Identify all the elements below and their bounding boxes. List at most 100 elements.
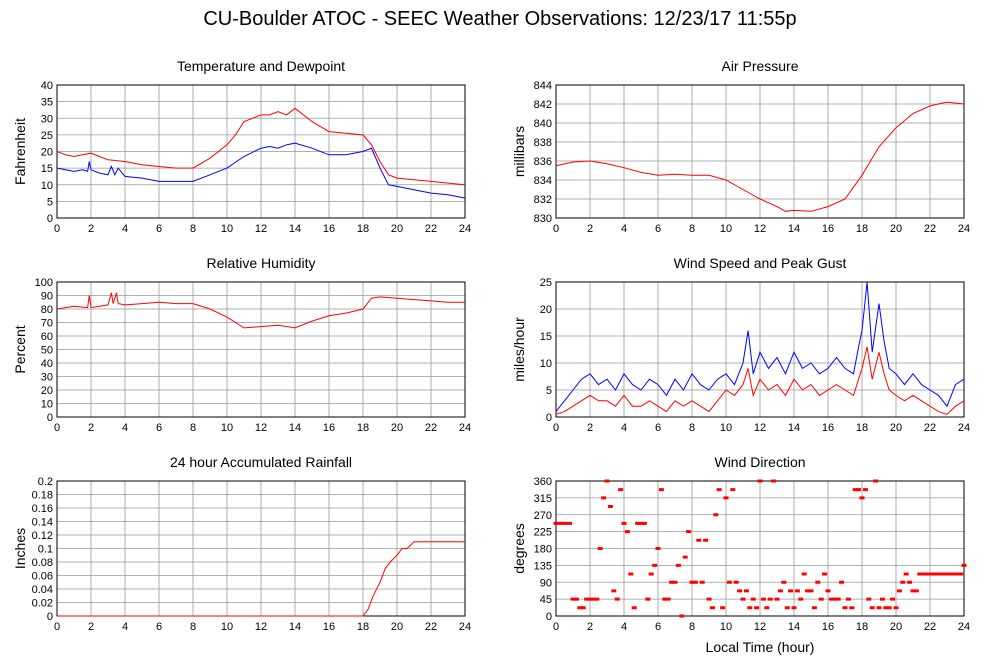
data-point <box>577 606 583 610</box>
y-tick-label: 0 <box>47 412 53 424</box>
data-point <box>849 606 855 610</box>
data-point <box>641 521 647 525</box>
data-point <box>961 563 967 567</box>
data-point <box>944 572 950 576</box>
data-point <box>754 606 760 610</box>
x-tick-label: 8 <box>190 223 196 235</box>
x-tick-label: 0 <box>54 422 60 434</box>
data-point <box>696 538 702 542</box>
chart-title: 24 hour Accumulated Rainfall <box>170 454 352 470</box>
x-tick-label: 22 <box>924 621 936 633</box>
y-tick-label: 830 <box>534 213 552 225</box>
data-point <box>859 496 865 500</box>
series-line <box>57 541 465 617</box>
data-point <box>716 488 722 492</box>
data-point <box>954 572 960 576</box>
data-point <box>638 521 644 525</box>
x-tick-label: 24 <box>958 223 970 235</box>
data-point <box>652 563 658 567</box>
data-point <box>628 572 634 576</box>
y-tick-label: 10 <box>540 358 552 370</box>
y-tick-label: 0 <box>546 412 552 424</box>
data-point <box>560 521 566 525</box>
data-point <box>730 488 736 492</box>
y-tick-label: 25 <box>41 130 53 142</box>
x-tick-label: 0 <box>553 422 559 434</box>
y-tick-label: 180 <box>534 544 552 556</box>
data-point <box>856 488 862 492</box>
x-tick-label: 2 <box>88 223 94 235</box>
data-point <box>584 597 590 601</box>
x-tick-label: 2 <box>587 223 593 235</box>
x-tick-label: 6 <box>655 422 661 434</box>
y-axis-label: millibars <box>511 126 527 177</box>
x-tick-label: 22 <box>425 621 437 633</box>
x-axis-label: Local Time (hour) <box>706 639 815 655</box>
data-point <box>563 521 569 525</box>
x-tick-label: 2 <box>587 621 593 633</box>
x-tick-label: 6 <box>655 621 661 633</box>
x-tick-label: 22 <box>924 422 936 434</box>
y-tick-label: 0 <box>546 611 552 623</box>
x-tick-label: 0 <box>553 223 559 235</box>
data-point <box>597 547 603 550</box>
data-point <box>747 606 753 610</box>
data-point <box>924 572 930 576</box>
data-point <box>808 589 814 593</box>
data-point <box>567 521 573 525</box>
y-tick-label: 45 <box>540 594 552 606</box>
data-point <box>941 572 947 576</box>
x-tick-label: 20 <box>890 422 902 434</box>
x-tick-label: 20 <box>391 422 403 434</box>
data-point <box>760 597 766 601</box>
data-point <box>839 580 845 584</box>
data-point <box>781 580 787 584</box>
plot-frame <box>555 84 965 219</box>
y-tick-label: 20 <box>540 304 552 316</box>
y-tick-label: 40 <box>41 80 53 92</box>
x-tick-label: 8 <box>689 621 695 633</box>
data-point <box>703 538 709 542</box>
x-tick-label: 8 <box>689 223 695 235</box>
data-point <box>580 606 586 610</box>
data-point <box>713 513 719 517</box>
x-tick-label: 2 <box>587 422 593 434</box>
data-point <box>658 488 664 492</box>
data-point <box>791 606 797 610</box>
data-point <box>930 572 936 576</box>
data-point <box>655 547 661 550</box>
x-tick-label: 4 <box>621 621 627 633</box>
x-tick-label: 4 <box>621 223 627 235</box>
y-tick-label: 844 <box>534 80 552 92</box>
y-tick-label: 834 <box>534 175 552 187</box>
data-point <box>876 606 882 610</box>
data-point <box>825 589 831 593</box>
x-tick-label: 18 <box>357 223 369 235</box>
y-tick-label: 10 <box>41 399 53 411</box>
data-point <box>737 589 743 593</box>
x-tick-label: 6 <box>156 223 162 235</box>
y-tick-label: 840 <box>534 118 552 130</box>
x-tick-label: 8 <box>190 621 196 633</box>
data-point <box>743 589 749 593</box>
data-point <box>852 488 858 492</box>
data-point <box>553 521 559 525</box>
x-tick-label: 18 <box>357 621 369 633</box>
x-tick-label: 22 <box>924 223 936 235</box>
series-line <box>555 101 965 212</box>
data-point <box>679 614 685 618</box>
data-point <box>692 580 698 584</box>
data-point <box>893 606 899 610</box>
x-tick-label: 10 <box>720 422 732 434</box>
data-point <box>648 572 654 576</box>
x-tick-label: 2 <box>88 621 94 633</box>
x-tick-label: 16 <box>323 422 335 434</box>
data-point <box>594 597 600 601</box>
data-point <box>774 597 780 601</box>
x-tick-label: 12 <box>754 223 766 235</box>
x-tick-label: 4 <box>122 621 128 633</box>
x-tick-label: 24 <box>459 621 471 633</box>
data-point <box>835 597 841 601</box>
